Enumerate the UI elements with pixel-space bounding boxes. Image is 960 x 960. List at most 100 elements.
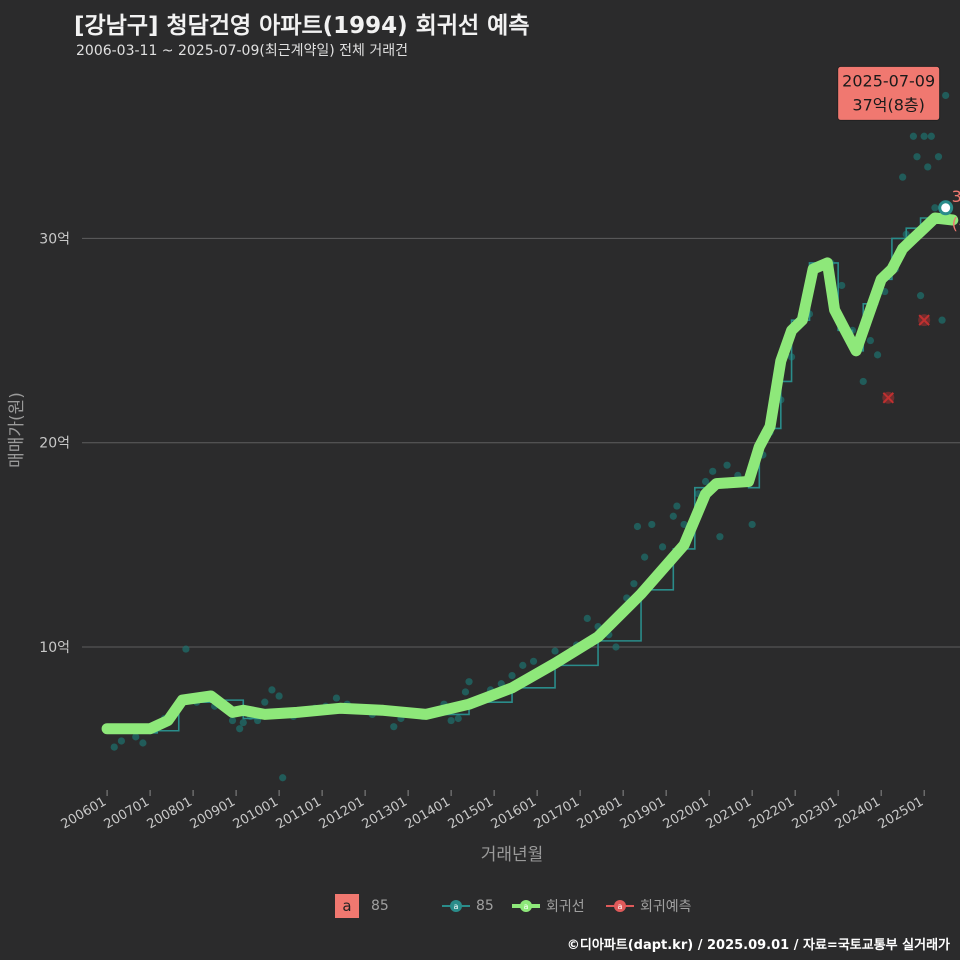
y-tick-label: 30억 <box>39 231 70 247</box>
x-tick-label: 201201 <box>317 794 367 832</box>
trade-point <box>680 520 688 529</box>
svg-text:a: a <box>454 902 459 911</box>
trade-point <box>275 692 283 700</box>
trade-point <box>899 173 907 181</box>
legend-box-item: a 85 <box>335 890 389 922</box>
latest-value-label: 315,000 <box>952 187 960 206</box>
trade-line-layer <box>107 207 943 734</box>
legend-item-regression: a 회귀선 <box>512 890 585 922</box>
x-tick-label: 202101 <box>704 794 754 832</box>
trade-point <box>838 281 846 290</box>
trade-point <box>228 716 237 725</box>
trade-point <box>447 716 455 725</box>
x-tick-label: 202001 <box>661 794 711 832</box>
trade-point <box>658 543 667 551</box>
x-tick-label: 201001 <box>231 794 281 832</box>
trade-point <box>236 725 244 733</box>
callout-date: 2025-07-09 <box>842 71 935 90</box>
regression-line <box>101 212 959 735</box>
legend-label-regression: 회귀선 <box>546 899 585 915</box>
latest-area-label: (~85㎡) <box>952 214 960 233</box>
legend-label-prediction: 회귀예측 <box>640 899 692 915</box>
x-tick-label: 202201 <box>747 794 797 832</box>
x-tick-label: 200601 <box>59 794 109 832</box>
x-axis-ticks: 2006012007012008012009012010012011012012… <box>59 790 926 832</box>
trade-point <box>942 91 950 100</box>
regression-line-layer <box>101 212 959 735</box>
svg-text:a: a <box>618 902 623 911</box>
trade-point <box>701 477 710 486</box>
y-tick-label: 10억 <box>39 640 70 656</box>
trade-point <box>508 672 516 680</box>
y-axis-title: 매매가(원) <box>7 392 27 468</box>
x-tick-label: 201501 <box>446 794 496 832</box>
legend-box-swatch: a <box>335 894 359 918</box>
trade-point <box>529 657 538 665</box>
x-tick-label: 201101 <box>274 794 324 832</box>
prediction-markers <box>882 314 931 404</box>
callout-box <box>837 65 941 121</box>
trade-point <box>630 580 638 588</box>
x-tick-label: 201701 <box>532 794 582 832</box>
trade-point <box>669 512 677 520</box>
trade-point <box>673 502 681 510</box>
trade-point <box>873 351 882 359</box>
chart-subtitle: 2006-03-11 ~ 2025-07-09(최근계약일) 전체 거래건 <box>76 43 408 59</box>
trade-point <box>859 377 867 386</box>
trade-point <box>709 467 717 475</box>
legend-item-trades: a 85 <box>442 890 494 922</box>
trade-point <box>139 739 147 747</box>
legend-box-label: 85 <box>371 898 389 914</box>
trade-point <box>924 163 932 171</box>
prediction-x-icon <box>882 392 895 404</box>
legend-prediction-icon: a <box>606 900 634 912</box>
trade-point <box>931 204 939 212</box>
trade-line <box>107 207 943 734</box>
x-tick-label: 200701 <box>102 794 152 832</box>
trade-point <box>909 132 918 140</box>
x-tick-label: 200901 <box>188 794 238 832</box>
annotations: 315,000 (~85㎡) 2025-07-09 37억(8층) <box>837 65 960 233</box>
trade-point <box>390 723 398 731</box>
x-tick-label: 202501 <box>876 794 926 832</box>
trade-point <box>332 694 341 702</box>
trade-point <box>454 714 462 723</box>
trade-point <box>938 316 946 324</box>
trade-point <box>633 522 642 531</box>
y-axis-ticks: 10억 20억 30억 <box>39 231 70 656</box>
x-axis-title: 거래년월 <box>481 845 544 865</box>
grid-lines <box>82 237 960 648</box>
trade-point <box>239 718 247 727</box>
trade-point <box>748 520 756 529</box>
trade-point <box>117 737 126 745</box>
callout-price: 37억(8층) <box>852 95 924 114</box>
trade-point <box>716 533 724 541</box>
trade-point <box>465 678 473 686</box>
trade-point <box>261 698 269 706</box>
legend-label-trades: 85 <box>476 898 494 914</box>
trade-point <box>268 686 276 694</box>
svg-text:a: a <box>524 902 529 911</box>
x-tick-label: 201901 <box>618 794 668 832</box>
chart-title: [강남구] 청담건영 아파트(1994) 회귀선 예측 <box>74 13 530 39</box>
trade-point <box>551 647 559 655</box>
latest-point-marker <box>938 200 954 216</box>
trade-point <box>519 661 527 669</box>
trade-point <box>916 292 925 300</box>
trade-point <box>132 733 140 741</box>
trade-point <box>927 132 935 140</box>
trade-point <box>648 520 656 529</box>
legend-item-prediction: a 회귀예측 <box>606 890 692 922</box>
trade-point <box>279 774 287 782</box>
x-tick-label: 201401 <box>403 794 453 832</box>
x-tick-label: 201801 <box>575 794 625 832</box>
trade-point <box>583 614 591 623</box>
legend-regression-icon: a <box>512 900 540 912</box>
trade-point <box>934 153 943 161</box>
trade-point <box>461 688 470 696</box>
trade-point <box>920 132 928 140</box>
legend: a 85 a 85 a 회귀선 a 회귀예측 <box>0 890 960 922</box>
x-tick-label: 202401 <box>833 794 883 832</box>
y-tick-label: 20억 <box>39 436 70 452</box>
